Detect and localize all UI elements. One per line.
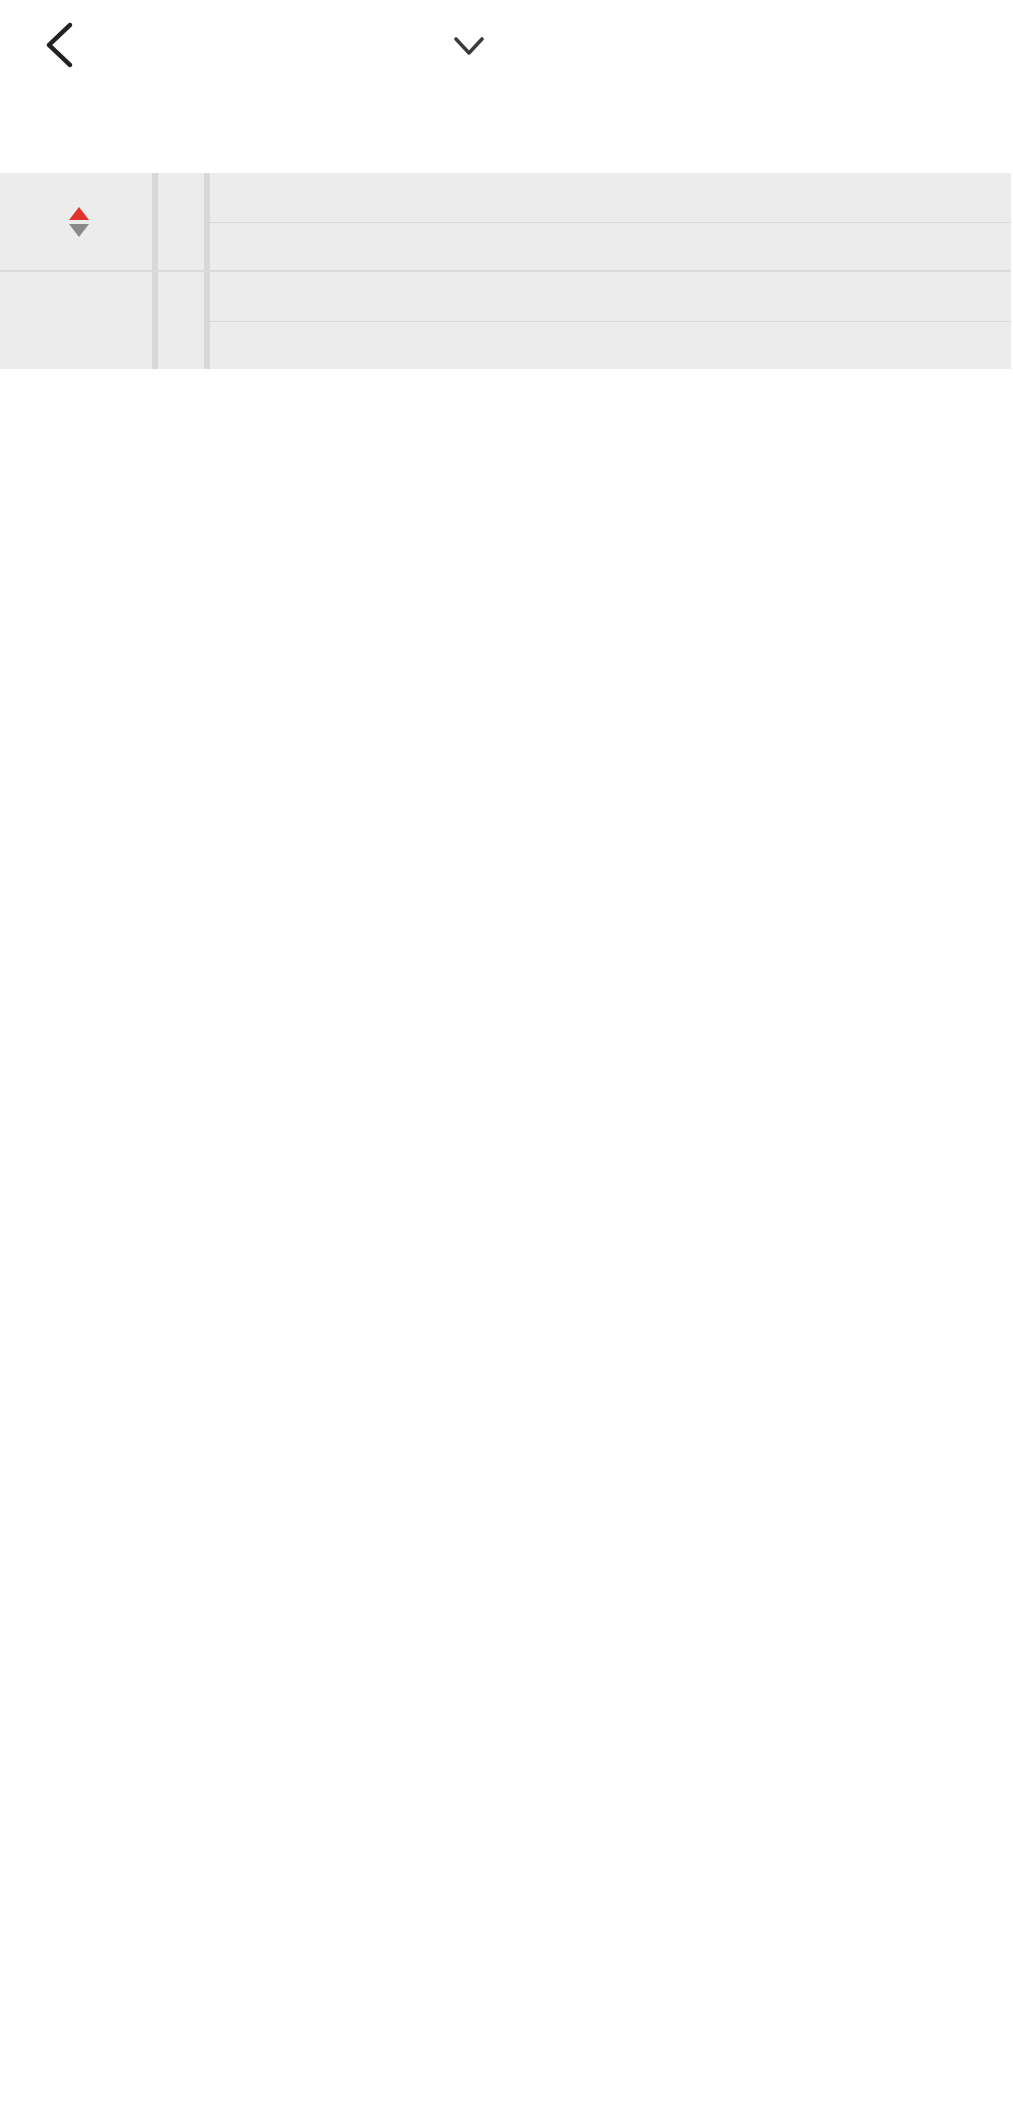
footer-period-cell [0,272,152,369]
back-icon[interactable] [44,22,74,68]
chevron-down-icon[interactable] [452,34,486,58]
divider [152,272,158,369]
trend-table [0,173,1013,369]
table-header [0,173,1011,271]
sort-up-icon [69,206,89,220]
footer-header-right [210,272,1011,369]
top-bar [0,0,1013,90]
bottom-sticky-header [0,271,1011,369]
header-right [210,173,1011,270]
divider [204,173,210,270]
footer-zone-row [210,272,1011,322]
divider [152,173,158,270]
sort-icon [69,206,89,237]
column-numbers-row [210,223,1011,271]
period-sort-header[interactable] [0,173,152,270]
zone-row [210,173,1011,223]
footer-week-header [158,272,204,369]
footer-column-numbers-row [210,322,1011,370]
week-header [158,173,204,270]
sort-down-icon [69,223,89,237]
divider [204,272,210,369]
